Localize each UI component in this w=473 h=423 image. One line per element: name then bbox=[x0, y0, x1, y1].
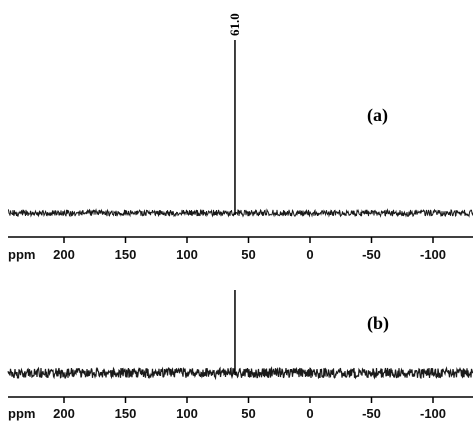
x-tick-label-b-6: -100 bbox=[420, 406, 446, 421]
spectrum-panel-a: 61.0 (a) 200 150 100 50 0 -50 -100 ppm bbox=[7, 13, 473, 262]
x-unit-a: ppm bbox=[8, 247, 35, 262]
spectrum-panel-b: (b) 200 150 100 50 0 -50 -100 ppm bbox=[7, 290, 473, 421]
x-tick-label-b-3: 50 bbox=[241, 406, 255, 421]
x-tick-label-b-4: 0 bbox=[306, 406, 313, 421]
x-ticks-b: 200 150 100 50 0 -50 -100 bbox=[53, 397, 446, 421]
panel-label-b: (b) bbox=[367, 313, 389, 334]
spectrum-a-peak-label: 61.0 bbox=[227, 13, 242, 36]
x-tick-label-b-0: 200 bbox=[53, 406, 75, 421]
x-unit-b: ppm bbox=[8, 406, 35, 421]
spectrum-a-noise-trace bbox=[7, 208, 473, 218]
x-tick-label-a-6: -100 bbox=[420, 247, 446, 262]
x-tick-label-a-4: 0 bbox=[306, 247, 313, 262]
x-tick-label-b-5: -50 bbox=[362, 406, 381, 421]
x-tick-label-a-2: 100 bbox=[176, 247, 198, 262]
x-tick-label-a-3: 50 bbox=[241, 247, 255, 262]
x-ticks-a: 200 150 100 50 0 -50 -100 bbox=[53, 237, 446, 262]
spectrum-b-noise-trace bbox=[7, 366, 473, 381]
x-tick-label-b-2: 100 bbox=[176, 406, 198, 421]
x-tick-label-a-0: 200 bbox=[53, 247, 75, 262]
x-tick-label-a-1: 150 bbox=[115, 247, 137, 262]
x-tick-label-a-5: -50 bbox=[362, 247, 381, 262]
x-tick-label-b-1: 150 bbox=[115, 406, 137, 421]
panel-label-a: (a) bbox=[367, 105, 388, 126]
